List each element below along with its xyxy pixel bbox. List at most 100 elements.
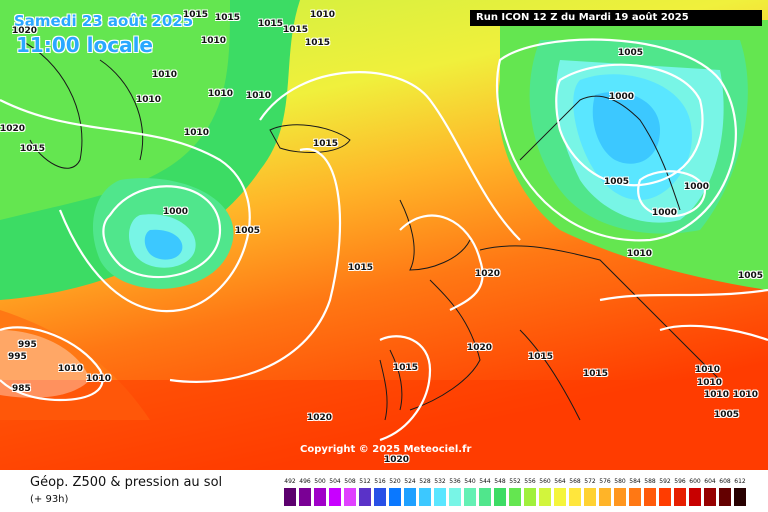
scale-swatch [509,488,521,506]
scale-swatch [464,488,476,506]
isobar-label: 1015 [348,263,374,273]
isobar-label: 1010 [697,378,723,388]
forecast-local-time: 11:00 locale [16,33,153,57]
scale-label: 540 [464,478,476,485]
isobar-label: 1010 [733,390,759,400]
scale-label: 512 [359,478,371,485]
isobar-label: 1010 [86,374,112,384]
color-scale-legend: 492 496 500 504 508 512 516 520 524 528 532 536 540 5… [284,478,748,508]
geopotential-fill [0,0,768,470]
scale-label: 556 [524,478,536,485]
isobar-label: 1005 [738,271,764,281]
copyright-notice: Copyright © 2025 Meteociel.fr [300,444,472,455]
scale-swatch [629,488,641,506]
isobars [0,38,768,442]
scale-label: 548 [494,478,506,485]
isobar-label: 1015 [183,10,209,20]
isobar-label: 985 [12,384,31,394]
scale-label: 492 [284,478,296,485]
forecast-map [0,0,768,470]
forecast-date: Samedi 23 août 2025 [14,12,194,30]
isobar-label: 1020 [12,26,38,36]
isobar-label: 1010 [246,91,272,101]
scale-swatch [644,488,656,506]
isobar-label: 1010 [627,249,653,259]
scale-swatch [479,488,491,506]
isobar-label: 1015 [528,352,554,362]
scale-swatch [284,488,296,506]
isobar-label: 1015 [20,144,46,154]
scale-label: 576 [599,478,611,485]
scale-label: 588 [644,478,656,485]
scale-swatch [299,488,311,506]
scale-swatch [674,488,686,506]
scale-label: 524 [404,478,416,485]
scale-swatch [404,488,416,506]
scale-label: 564 [554,478,566,485]
scale-label: 532 [434,478,446,485]
scale-label: 516 [374,478,386,485]
scale-label: 508 [344,478,356,485]
scale-swatch [524,488,536,506]
scale-swatch [719,488,731,506]
isobar-label: 1015 [393,363,419,373]
scale-swatch [389,488,401,506]
scale-swatch [494,488,506,506]
scale-swatch [374,488,386,506]
isobar-label: 995 [18,340,37,350]
isobar-label: 1000 [163,207,189,217]
isobar-label: 1010 [208,89,234,99]
isobar-label: 1010 [704,390,730,400]
isobar-label: 1010 [310,10,336,20]
isobar-label: 1005 [618,48,644,58]
scale-label: 572 [584,478,596,485]
isobar-label: 1015 [215,13,241,23]
isobar-label: 1000 [684,182,710,192]
isobar-label: 1010 [184,128,210,138]
isobar-label: 1020 [384,455,410,465]
scale-swatch [554,488,566,506]
scale-swatch [599,488,611,506]
scale-label: 496 [299,478,311,485]
scale-swatch [359,488,371,506]
scale-swatch [704,488,716,506]
isobar-label: 1010 [695,365,721,375]
scale-swatch [419,488,431,506]
scale-swatch [569,488,581,506]
run-info-banner: Run ICON 12 Z du Mardi 19 août 2025 [470,10,762,26]
isobar-label: 1005 [714,410,740,420]
scale-label: 608 [719,478,731,485]
isobar-label: 1000 [609,92,635,102]
scale-label: 612 [734,478,746,485]
isobar-label: 1010 [136,95,162,105]
isobar-label: 1000 [652,208,678,218]
scale-label: 568 [569,478,581,485]
isobar-label: 1020 [467,343,493,353]
scale-label: 552 [509,478,521,485]
scale-swatch [659,488,671,506]
scale-label: 596 [674,478,686,485]
isobar-label: 1015 [283,25,309,35]
map-title: Géop. Z500 & pression au sol [30,475,223,490]
scale-swatch [449,488,461,506]
isobar-label: 1015 [258,19,284,29]
scale-label: 520 [389,478,401,485]
scale-swatch [689,488,701,506]
isobar-label: 1015 [305,38,331,48]
scale-swatch [314,488,326,506]
scale-swatch [734,488,746,506]
scale-swatch [344,488,356,506]
scale-swatch [434,488,446,506]
scale-swatch [614,488,626,506]
scale-label: 600 [689,478,701,485]
scale-label: 560 [539,478,551,485]
scale-label: 592 [659,478,671,485]
isobar-label: 995 [8,352,27,362]
isobar-label: 1020 [307,413,333,423]
isobar-label: 1005 [235,226,261,236]
forecast-offset: (+ 93h) [30,494,69,505]
coastlines [19,39,721,421]
isobar-label: 1015 [583,369,609,379]
scale-label: 580 [614,478,626,485]
scale-label: 504 [329,478,341,485]
